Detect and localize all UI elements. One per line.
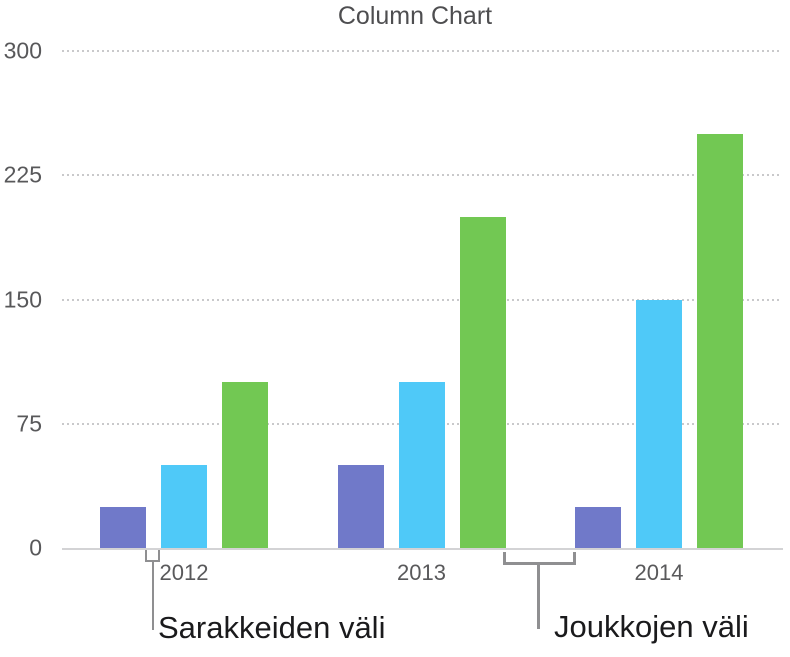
bar-2012-series3 xyxy=(222,382,268,548)
bar-2014-series1 xyxy=(575,506,621,548)
cluster-gap-callout-label: Joukkojen väli xyxy=(554,609,749,644)
y-axis-tick-label-300: 300 xyxy=(3,37,42,64)
bar-2013-series1 xyxy=(337,465,384,548)
y-axis-tick-label-150: 150 xyxy=(3,286,42,312)
column-gap-callout-line xyxy=(151,561,154,630)
y-axis-tick-label-0: 0 xyxy=(29,534,42,561)
cluster-gap-callout-line xyxy=(537,564,540,629)
chart-title: Column Chart xyxy=(337,2,493,30)
x-axis-category-label-2013: 2013 xyxy=(397,560,446,585)
gridline-300 xyxy=(62,50,779,52)
x-axis-category-label-2012: 2012 xyxy=(159,560,209,585)
bar-2012-series1 xyxy=(100,506,146,548)
y-axis-tick-label-225: 225 xyxy=(3,161,42,188)
gridline-150 xyxy=(62,298,779,301)
bar-2014-series3 xyxy=(697,133,743,548)
bar-2013-series3 xyxy=(459,216,506,548)
bar-2013-series2 xyxy=(398,382,445,548)
y-axis-tick-label-75: 75 xyxy=(16,410,42,437)
bar-2014-series2 xyxy=(636,299,682,548)
column-gap-callout-label: Sarakkeiden väli xyxy=(158,610,386,645)
cluster-gap-bracket-icon xyxy=(503,552,576,565)
bar-2012-series2 xyxy=(161,465,207,548)
x-axis-category-label-2014: 2014 xyxy=(634,560,684,585)
gridline-225 xyxy=(62,174,779,177)
column-gap-bracket-icon xyxy=(145,550,160,562)
x-axis-line xyxy=(62,547,783,550)
